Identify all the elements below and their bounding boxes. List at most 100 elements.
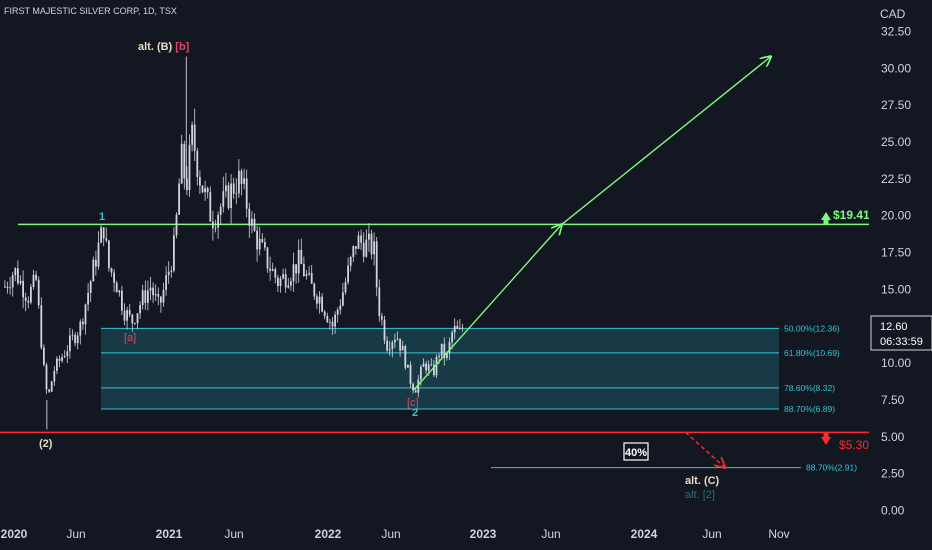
- candle-body: [170, 270, 173, 272]
- candle-body: [422, 363, 425, 367]
- candle-body: [157, 293, 160, 297]
- wave-label-c: [c]: [407, 397, 419, 409]
- alt-projection-arrow[interactable]: [685, 431, 725, 467]
- candle-body: [79, 321, 82, 336]
- wave-label-a: [a]: [124, 332, 136, 344]
- candle-body: [141, 290, 144, 306]
- candle-body: [451, 332, 453, 342]
- candle-body: [339, 305, 342, 310]
- candle-body: [427, 364, 430, 371]
- candle-body: [316, 296, 318, 304]
- candle-body: [74, 334, 76, 344]
- candle-body: [269, 268, 271, 271]
- fibonacci-retracement-zone[interactable]: 50.00%(12.36) 61.80%(10.69) 78.60%(8.32) 88…: [101, 323, 840, 414]
- price-tick-label: 7.50: [881, 393, 905, 407]
- candle-body: [370, 233, 373, 255]
- projection-arrow[interactable]: [413, 224, 562, 391]
- time-tick-label: Nov: [768, 527, 789, 541]
- candle-body: [409, 364, 412, 384]
- price-axis[interactable]: CAD 32.50 30.00 27.50 25.00 22.50 20.00 17.50 1…: [869, 0, 932, 550]
- price-tick-label: 25.00: [881, 135, 911, 149]
- candle-body: [136, 313, 139, 324]
- candle-body: [131, 314, 134, 324]
- candle-body: [144, 290, 147, 303]
- candle-body: [391, 342, 394, 350]
- price-tick-label: 30.00: [881, 61, 911, 75]
- candle-body: [121, 290, 123, 311]
- candle-body: [456, 325, 459, 329]
- candle-body: [219, 206, 222, 215]
- candle-body: [243, 178, 245, 184]
- price-tick-label: 10.00: [881, 356, 911, 370]
- candlestick-series: [4, 56, 464, 430]
- candle-body: [32, 274, 35, 287]
- candle-body: [303, 264, 305, 277]
- candle-body: [357, 235, 360, 249]
- candle-body: [414, 390, 417, 393]
- candle-body: [71, 334, 74, 336]
- candle-body: [199, 176, 201, 186]
- last-price-badge: 12.60 06:33:59: [870, 315, 932, 351]
- projection-arrows[interactable]: [413, 57, 771, 468]
- candle-body: [84, 304, 87, 325]
- candle-body: [53, 370, 56, 382]
- candle-body: [440, 343, 443, 356]
- candle-body: [214, 227, 217, 229]
- candle-body: [318, 296, 321, 304]
- candle-body: [435, 356, 438, 376]
- wave-label-2: 2: [412, 407, 418, 419]
- candle-body: [381, 316, 383, 320]
- candle-body: [160, 296, 162, 303]
- time-tick-label: 2021: [156, 527, 183, 541]
- price-tick-label: 22.50: [881, 172, 911, 186]
- candle-body: [326, 315, 329, 323]
- candle-body: [95, 259, 97, 267]
- candle-body: [253, 218, 256, 231]
- candle-body: [310, 272, 313, 284]
- fib-zone-fill: [101, 328, 779, 409]
- candle-body: [295, 264, 297, 274]
- candle-body: [66, 351, 69, 357]
- candle-body: [277, 277, 279, 286]
- candle-body: [300, 249, 303, 265]
- candle-body: [349, 256, 352, 266]
- candle-body: [108, 240, 110, 269]
- candle-body: [69, 335, 71, 352]
- candle-body: [50, 381, 53, 392]
- candle-body: [19, 280, 22, 284]
- candle-body: [152, 287, 154, 296]
- candle-body: [201, 185, 204, 193]
- time-tick-label: Jun: [541, 527, 560, 541]
- candle-body: [282, 274, 284, 279]
- candle-body: [14, 268, 17, 276]
- candle-body: [321, 296, 323, 312]
- currency-label: CAD: [880, 7, 906, 21]
- candle-body: [420, 366, 422, 380]
- candle-body: [217, 214, 219, 228]
- time-axis[interactable]: 2020 Jun 2021 Jun 2022 Jun 2023 Jun 2024 Jun Nov: [1, 527, 790, 541]
- candle-body: [123, 310, 126, 321]
- candle-body: [362, 242, 365, 257]
- candle-body: [27, 300, 30, 303]
- candle-body: [232, 183, 235, 194]
- candle-body: [386, 340, 388, 351]
- candle-body: [37, 279, 40, 306]
- candle-body: [126, 310, 128, 321]
- price-tick-label: 20.00: [881, 209, 911, 223]
- candle-body: [461, 327, 464, 329]
- projection-arrow[interactable]: [561, 57, 771, 225]
- last-price-value: 12.60: [880, 321, 908, 333]
- candle-body: [4, 286, 6, 288]
- time-tick-label: 2022: [315, 527, 342, 541]
- candle-body: [352, 246, 355, 257]
- candle-body: [297, 249, 300, 274]
- candle-body: [235, 193, 238, 195]
- candle-body: [165, 275, 167, 290]
- time-tick-label: Jun: [381, 527, 400, 541]
- alt-fib-level[interactable]: 88.70%(2.91): [491, 463, 857, 473]
- candle-body: [118, 290, 121, 293]
- candle-body: [128, 310, 131, 315]
- candle-body: [443, 343, 446, 358]
- time-tick-label: Jun: [702, 527, 721, 541]
